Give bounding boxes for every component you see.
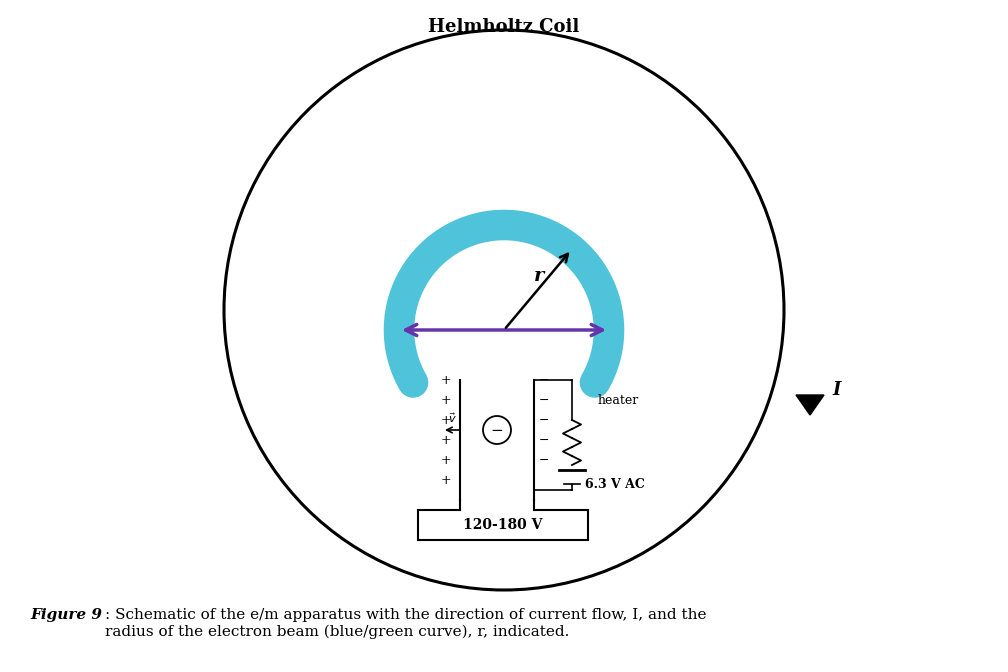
Text: +: + — [440, 474, 452, 487]
Text: −: − — [538, 394, 549, 407]
Text: : Schematic of the e/m apparatus with the direction of current flow, I, and the
: : Schematic of the e/m apparatus with th… — [105, 608, 707, 638]
Text: I: I — [832, 381, 841, 399]
Text: 6.3 V AC: 6.3 V AC — [585, 478, 645, 491]
Text: +: + — [440, 394, 452, 407]
Polygon shape — [796, 395, 824, 415]
Text: Figure 9: Figure 9 — [30, 608, 102, 622]
Text: −: − — [538, 454, 549, 466]
Text: −: − — [538, 413, 549, 427]
Text: −: − — [538, 374, 549, 386]
Text: −: − — [538, 433, 549, 446]
Text: r: r — [534, 267, 544, 285]
Text: −: − — [491, 424, 503, 438]
Text: 120-180 V: 120-180 V — [464, 518, 542, 532]
Text: heater: heater — [598, 394, 639, 407]
Text: $\vec{v}$: $\vec{v}$ — [448, 411, 457, 425]
Text: +: + — [440, 413, 452, 427]
Text: +: + — [440, 433, 452, 446]
Text: +: + — [440, 374, 452, 386]
Text: +: + — [440, 454, 452, 466]
Text: Helmholtz Coil: Helmholtz Coil — [428, 18, 580, 36]
